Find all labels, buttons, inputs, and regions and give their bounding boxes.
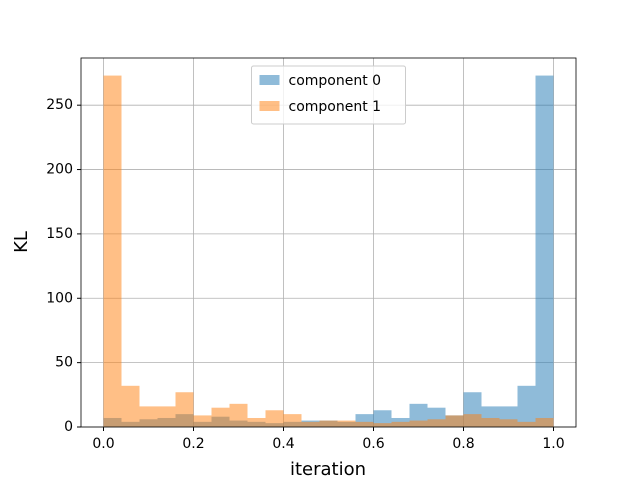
bar	[373, 410, 392, 427]
bar	[175, 392, 194, 427]
bar	[157, 406, 176, 427]
bar	[481, 417, 500, 427]
legend-label: component 0	[289, 73, 382, 89]
bar	[517, 421, 536, 427]
bar	[517, 385, 536, 427]
bar	[121, 385, 140, 427]
bar	[211, 407, 230, 427]
x-axis-label: iteration	[290, 459, 366, 480]
plot-frame	[80, 57, 577, 428]
bar	[265, 410, 284, 427]
bar	[319, 420, 338, 427]
bar	[355, 421, 374, 427]
x-tick-label: 0.4	[272, 436, 294, 452]
x-tick-label: 1.0	[542, 436, 564, 452]
bar	[229, 403, 248, 427]
x-tick-label: 0.6	[362, 436, 384, 452]
bar	[103, 75, 122, 428]
legend: component 0 component 1	[251, 65, 406, 125]
legend-swatch	[259, 101, 280, 111]
bar	[193, 415, 212, 427]
bar	[427, 419, 446, 427]
y-tick-label: 100	[46, 290, 73, 306]
x-tick-label: 0.2	[182, 436, 204, 452]
bar	[373, 423, 392, 427]
y-axis-label: KL	[11, 231, 32, 253]
bar	[337, 420, 356, 427]
bar	[301, 421, 320, 427]
bar	[283, 414, 302, 427]
x-tick-label: 0.0	[92, 436, 114, 452]
legend-label: component 1	[289, 99, 382, 115]
bar	[445, 415, 464, 427]
bar	[499, 419, 518, 427]
bar	[139, 406, 158, 427]
x-tick-label: 0.8	[452, 436, 474, 452]
y-tick-label: 200	[46, 162, 73, 178]
y-tick-label: 150	[46, 226, 73, 242]
y-tick-label: 0	[64, 419, 73, 435]
bar	[391, 421, 410, 427]
bar	[409, 420, 428, 427]
bar	[535, 75, 554, 428]
bar	[247, 417, 266, 427]
y-tick-label: 250	[46, 97, 73, 113]
y-tick-label: 50	[55, 355, 73, 371]
bar	[463, 414, 482, 427]
bar	[535, 417, 554, 427]
legend-swatch	[259, 75, 280, 85]
legend-box	[251, 65, 406, 125]
